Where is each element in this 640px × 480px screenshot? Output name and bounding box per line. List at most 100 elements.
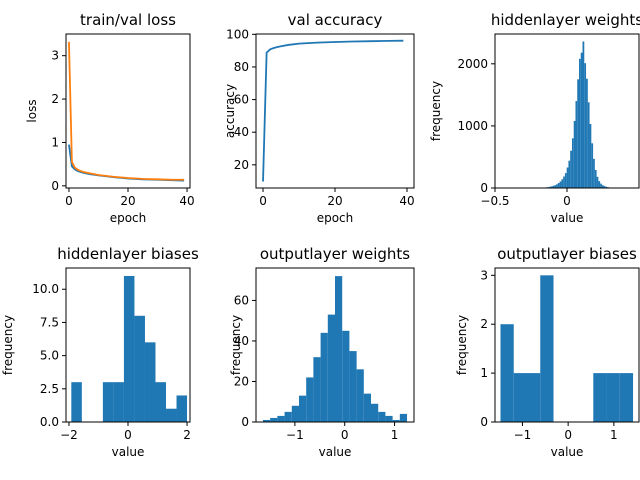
chart-title: hiddenlayer biases [57, 245, 199, 263]
histogram-bar [575, 101, 578, 188]
histogram-bar [378, 411, 386, 422]
histogram-bar [306, 377, 314, 422]
y-axis-label: frequency [1, 315, 15, 375]
histogram-bar [550, 186, 553, 188]
histogram-bar [561, 179, 564, 188]
series-line [262, 39, 404, 182]
histogram-bar [554, 185, 557, 188]
histogram-bar [580, 52, 583, 189]
x-axis-label: epoch [110, 211, 147, 225]
y-axis-label: frequency [455, 315, 469, 375]
histogram-bar [563, 176, 565, 188]
histogram-bar [552, 185, 555, 188]
histogram-bar [298, 395, 307, 422]
y-tick-label: 0.0 [40, 415, 59, 429]
histogram-bar [134, 315, 145, 422]
x-tick-label: −2 [60, 428, 78, 442]
y-tick-label: 2 [51, 92, 59, 106]
x-tick-label: 40 [179, 194, 194, 208]
histogram-bar [342, 330, 350, 422]
histogram-bar [166, 408, 177, 422]
histogram-bar [313, 357, 321, 422]
y-axis-label: loss [25, 99, 39, 122]
x-tick-label: −1 [514, 428, 532, 442]
histogram-bar [540, 275, 554, 422]
y-tick-label: 0 [480, 415, 488, 429]
histogram-bar [327, 314, 335, 422]
histogram-bar [605, 186, 608, 188]
y-tick-label: 40 [234, 334, 249, 348]
histogram-bar [123, 275, 135, 422]
histogram-bar [270, 417, 278, 422]
histogram-bar [500, 324, 514, 422]
histogram-bar [399, 413, 408, 422]
x-tick-label: −1 [286, 428, 304, 442]
x-tick-label: 1 [391, 428, 399, 442]
histogram-bar [559, 181, 562, 188]
axes-frame [65, 33, 191, 189]
x-axis-label: value [112, 445, 145, 459]
axes-frame [494, 33, 640, 189]
y-tick-label: 40 [234, 125, 249, 139]
y-tick-label: 0 [241, 415, 249, 429]
y-tick-label: 2.5 [40, 382, 59, 396]
x-tick-label: 0 [124, 428, 132, 442]
chart-panel: 0 20 40 20 40 60 80 100 val accuracy epoch accurac… [223, 11, 415, 225]
y-tick-label: 60 [234, 293, 249, 307]
histogram-bar [600, 183, 602, 188]
y-tick-label: 5.0 [40, 349, 59, 363]
histogram-bar [594, 169, 597, 188]
histogram-bar [556, 184, 558, 188]
histogram-bar [593, 373, 607, 422]
y-tick-label: 0 [480, 181, 488, 195]
x-axis-label: epoch [317, 211, 354, 225]
y-tick-label: 100 [226, 27, 249, 41]
histogram-bar [564, 173, 567, 188]
histogram-bar [577, 79, 579, 188]
x-tick-label: 40 [399, 194, 414, 208]
y-axis-label: accuracy [223, 84, 237, 138]
histogram-bar [113, 382, 124, 422]
histogram-bar [102, 382, 114, 422]
histogram-bar [584, 63, 587, 188]
chart-title: train/val loss [80, 11, 176, 29]
histogram-bar [619, 373, 634, 422]
histogram-bar [371, 403, 379, 422]
histogram-bar [363, 393, 372, 422]
histogram-bar [527, 373, 541, 422]
histogram-bar [573, 120, 576, 188]
axes-frame [255, 267, 415, 423]
histogram-bar [566, 167, 569, 188]
histogram-bar [579, 58, 581, 188]
histogram-bar [385, 415, 393, 422]
histogram-bar [513, 373, 527, 422]
histogram-bar [349, 351, 357, 422]
x-axis-label: value [319, 445, 352, 459]
histogram-bar [291, 405, 299, 422]
x-tick-label: 0 [563, 194, 571, 208]
histogram-bar [277, 415, 285, 422]
x-tick-label: −0.5 [480, 194, 509, 208]
x-axis-label: value [551, 211, 584, 225]
chart-panel: 0 20 40 0 1 2 3 train/val loss epoch loss [25, 11, 195, 225]
y-tick-label: 2000 [457, 57, 488, 71]
y-tick-label: 1 [480, 366, 488, 380]
axes-frame [255, 33, 415, 189]
histogram-bar [582, 41, 585, 188]
y-tick-label: 3 [51, 49, 59, 63]
y-tick-label: 20 [234, 374, 249, 388]
histogram-bar [335, 276, 343, 422]
histogram-bar [568, 160, 571, 188]
histogram-bar [593, 158, 595, 188]
histogram-bar [320, 332, 328, 422]
chart-title: outputlayer weights [260, 245, 410, 263]
x-tick-label: 20 [327, 194, 342, 208]
chart-panel: −2 0 2 0.0 2.5 5.0 7.5 10.0 hiddenlayer biases va… [1, 245, 199, 459]
x-tick-label: 0 [341, 428, 349, 442]
chart-title: hiddenlayer weights [491, 11, 640, 29]
histogram-bar [570, 150, 572, 188]
histogram-bar [589, 124, 592, 188]
x-tick-label: 0 [65, 194, 73, 208]
